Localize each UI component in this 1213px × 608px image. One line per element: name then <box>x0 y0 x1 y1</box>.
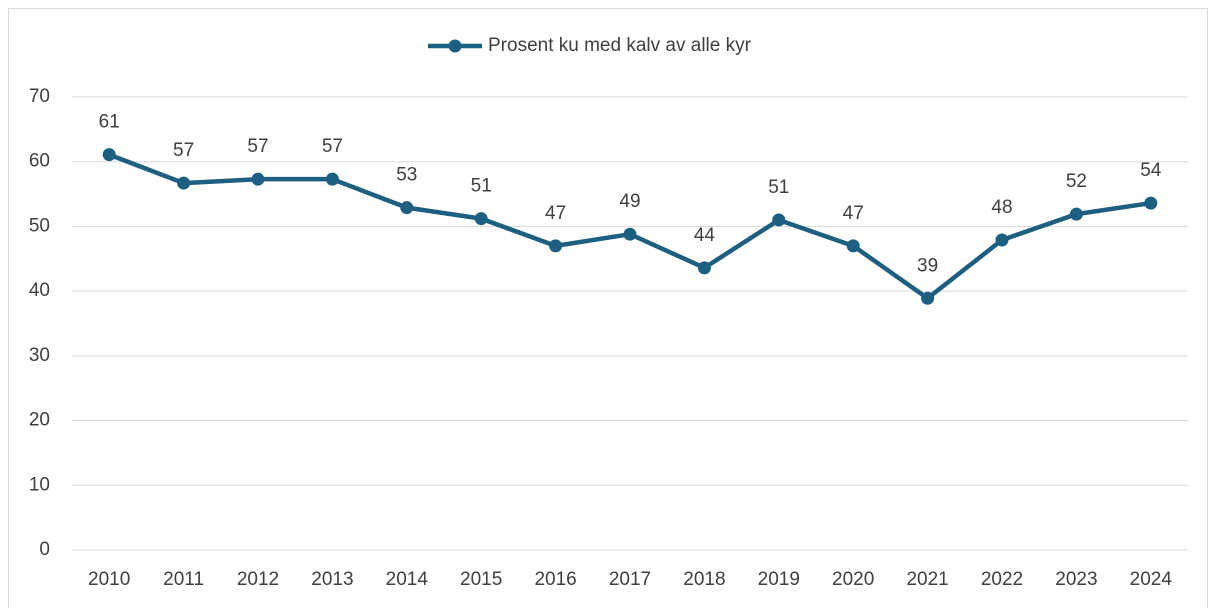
y-tick-label: 20 <box>29 410 50 431</box>
legend-label: Prosent ku med kalv av alle kyr <box>488 35 752 56</box>
data-point <box>1144 196 1158 210</box>
data-point <box>102 148 116 162</box>
data-point <box>549 239 563 253</box>
x-tick-label: 2022 <box>981 569 1023 590</box>
data-point <box>623 227 637 241</box>
data-point <box>772 213 786 227</box>
data-point <box>846 239 860 253</box>
data-label: 51 <box>768 177 789 198</box>
y-tick-label: 0 <box>39 539 50 560</box>
data-label: 48 <box>991 197 1012 218</box>
x-tick-label: 2018 <box>683 569 725 590</box>
data-label: 47 <box>545 203 566 224</box>
x-tick-label: 2020 <box>832 569 874 590</box>
data-label: 51 <box>471 176 492 197</box>
chart-frame <box>8 8 1208 608</box>
y-tick-label: 70 <box>29 86 50 107</box>
data-label: 57 <box>247 136 268 157</box>
data-label: 57 <box>173 140 194 161</box>
data-point <box>697 261 711 275</box>
y-tick-label: 10 <box>29 474 50 495</box>
x-tick-label: 2012 <box>237 569 279 590</box>
x-tick-label: 2021 <box>906 569 948 590</box>
data-point <box>325 172 339 186</box>
data-label: 44 <box>694 225 716 246</box>
data-label: 49 <box>619 191 640 212</box>
x-tick-label: 2017 <box>609 569 651 590</box>
x-tick-label: 2024 <box>1130 569 1173 590</box>
y-tick-label: 50 <box>29 215 50 236</box>
x-tick-label: 2014 <box>386 569 429 590</box>
data-label: 57 <box>322 136 343 157</box>
x-tick-label: 2013 <box>311 569 353 590</box>
data-point <box>400 201 414 215</box>
data-point <box>474 212 488 226</box>
y-tick-label: 30 <box>29 345 50 366</box>
x-tick-label: 2011 <box>163 569 204 590</box>
y-tick-label: 40 <box>29 280 50 301</box>
y-tick-label: 60 <box>29 151 50 172</box>
data-point <box>251 172 265 186</box>
x-tick-label: 2023 <box>1055 569 1097 590</box>
x-tick-label: 2015 <box>460 569 502 590</box>
data-point <box>177 176 191 190</box>
data-label: 39 <box>917 255 938 276</box>
data-point <box>995 233 1009 247</box>
x-tick-label: 2019 <box>758 569 800 590</box>
legend-marker <box>448 39 462 53</box>
data-label: 53 <box>396 165 417 186</box>
data-label: 47 <box>843 203 864 224</box>
data-label: 61 <box>99 112 120 133</box>
data-point <box>921 291 935 305</box>
x-tick-label: 2016 <box>534 569 576 590</box>
data-point <box>1069 207 1083 221</box>
data-label: 54 <box>1140 160 1162 181</box>
x-tick-label: 2010 <box>88 569 130 590</box>
data-label: 52 <box>1066 171 1087 192</box>
